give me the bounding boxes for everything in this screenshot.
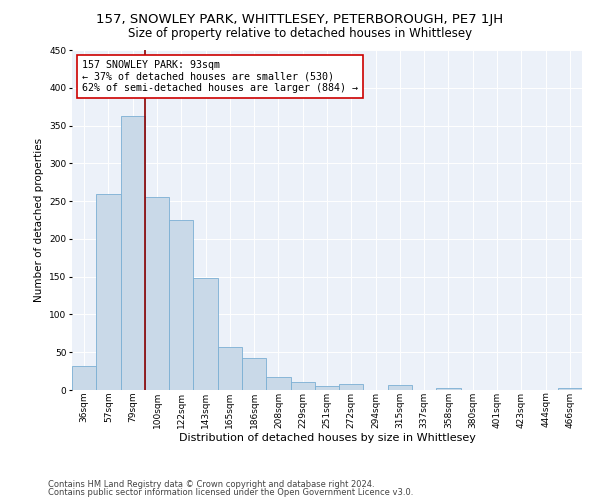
Bar (266, 377, 290, 390)
Text: Contains public sector information licensed under the Open Government Licence v3: Contains public sector information licen… (48, 488, 413, 497)
Bar (242, 358, 266, 390)
Text: Size of property relative to detached houses in Whittlesey: Size of property relative to detached ho… (128, 28, 472, 40)
Text: 157 SNOWLEY PARK: 93sqm
← 37% of detached houses are smaller (530)
62% of semi-d: 157 SNOWLEY PARK: 93sqm ← 37% of detache… (82, 60, 358, 94)
Bar (96, 194, 121, 390)
X-axis label: Distribution of detached houses by size in Whittlesey: Distribution of detached houses by size … (179, 434, 475, 444)
Bar (558, 388, 582, 390)
Bar (121, 116, 145, 390)
Bar (315, 386, 339, 390)
Bar (193, 278, 218, 390)
Bar (169, 220, 193, 390)
Bar (72, 366, 96, 390)
Bar (290, 382, 315, 390)
Bar (436, 388, 461, 390)
Text: Contains HM Land Registry data © Crown copyright and database right 2024.: Contains HM Land Registry data © Crown c… (48, 480, 374, 489)
Bar (339, 384, 364, 390)
Bar (388, 386, 412, 390)
Bar (218, 347, 242, 390)
Y-axis label: Number of detached properties: Number of detached properties (34, 138, 44, 302)
Text: 157, SNOWLEY PARK, WHITTLESEY, PETERBOROUGH, PE7 1JH: 157, SNOWLEY PARK, WHITTLESEY, PETERBORO… (97, 12, 503, 26)
Bar (145, 196, 169, 390)
